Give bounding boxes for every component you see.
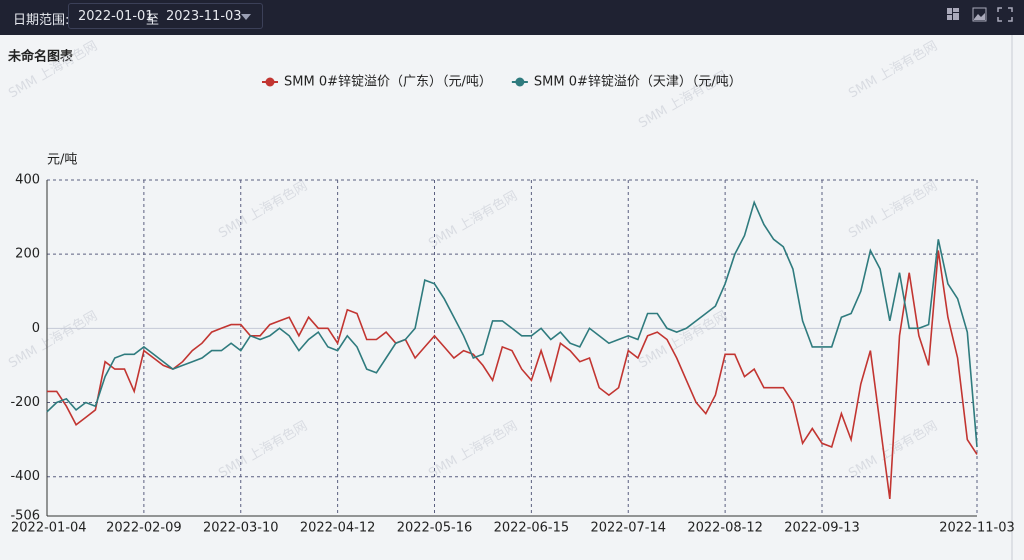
x-tick-label: 2022-03-10: [203, 521, 279, 536]
chart: 未命名图表 元/吨 SMM 上海有色网 SMM 上海有色网 SMM 上海有色网 SMM…: [6, 35, 1015, 560]
y-tick-label: 200: [15, 247, 40, 262]
watermark: SMM 上海有色网: [6, 308, 100, 372]
date-range-label: 日期范围:: [13, 13, 70, 28]
legend-marker: [515, 77, 525, 87]
watermark: SMM 上海有色网: [426, 188, 520, 252]
line-series: [47, 250, 978, 500]
watermark: SMM 上海有色网: [846, 38, 940, 102]
start-date[interactable]: 2022-01-01: [78, 9, 154, 24]
y-tick-label: -400: [10, 469, 40, 484]
chart-title: 未命名图表: [7, 49, 74, 65]
y-axis-label: 元/吨: [47, 153, 77, 168]
watermark: SMM 上海有色网: [216, 418, 310, 482]
legend-label: SMM 0#锌锭溢价（天津）（元/吨）: [534, 75, 742, 90]
x-tick-label: 2022-07-14: [590, 521, 666, 536]
legend-marker: [265, 77, 275, 87]
watermark: SMM 上海有色网: [6, 38, 100, 102]
x-tick-label: 2022-01-04: [11, 521, 87, 536]
watermark: SMM 上海有色网: [846, 178, 940, 242]
watermark: SMM 上海有色网: [216, 178, 310, 242]
x-tick-label: 2022-09-13: [784, 521, 860, 536]
y-tick-label: -506: [10, 509, 40, 524]
date-range-picker[interactable]: 2022-01-01 至 2023-11-03: [68, 3, 263, 29]
legend-label: SMM 0#锌锭溢价（广东）（元/吨）: [284, 75, 492, 90]
separator: 至: [146, 13, 160, 28]
x-tick-label: 2022-08-12: [687, 521, 763, 536]
line-series: [46, 199, 978, 448]
x-tick-label: 2022-05-16: [397, 521, 473, 536]
toolbar: 日期范围: 2022-01-01 至 2023-11-03: [0, 0, 1024, 35]
x-tick-label: 2022-04-12: [300, 521, 376, 536]
x-tick-label: 2022-02-09: [106, 521, 182, 536]
watermark: SMM 上海有色网: [426, 418, 520, 482]
y-tick-label: 0: [32, 321, 40, 336]
x-tick-label: 2022-06-15: [494, 521, 570, 536]
end-date[interactable]: 2023-11-03: [166, 9, 242, 24]
dropdown-arrow[interactable]: [240, 13, 252, 21]
x-tick-label: 2022-11-03: [939, 521, 1015, 536]
y-tick-label: 400: [15, 173, 40, 188]
toolbar-icons[interactable]: [946, 7, 1016, 23]
y-tick-label: -200: [10, 395, 40, 410]
watermark: SMM 上海有色网: [636, 308, 730, 372]
